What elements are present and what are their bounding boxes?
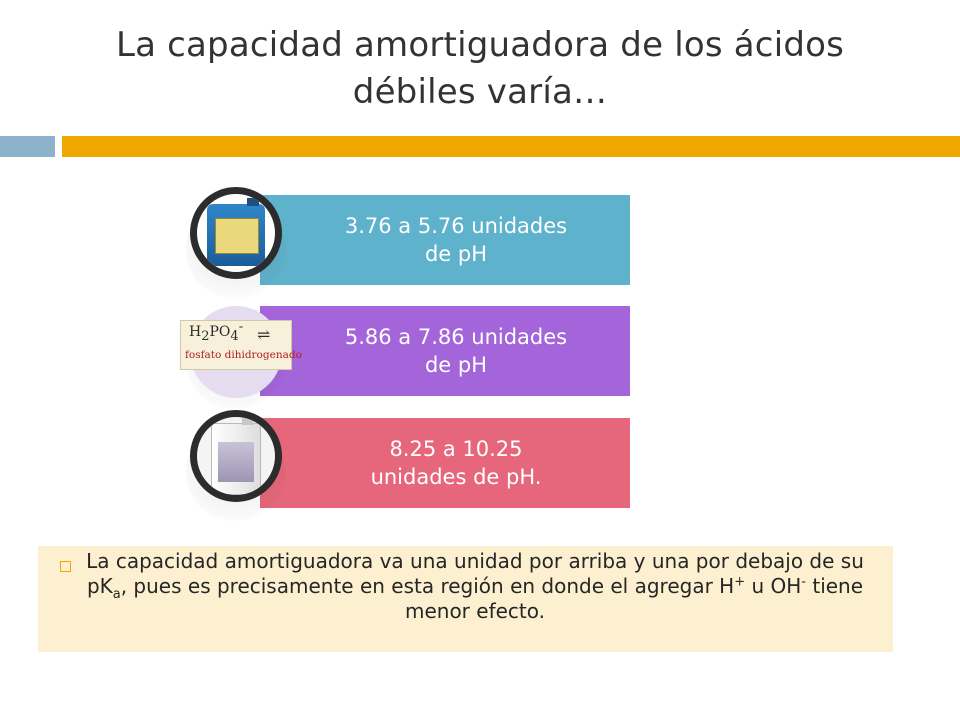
title-line-2: débiles varía… [352,72,608,112]
note-text: La capacidad amortiguadora va una unidad… [86,549,864,623]
square-bullet-icon [60,561,71,572]
range-band-3: 8.25 a 10.25 unidades de pH. [260,418,630,508]
formula-text: H2PO4- [189,319,244,344]
buffer-range-item-3: 8.25 a 10.25 unidades de pH. [180,410,630,522]
range-text-2-line-1: 5.86 a 7.86 unidades [344,325,568,349]
range-text-2-line-2: de pH [424,353,488,377]
range-text-1-line-1: 3.76 a 5.76 unidades [344,214,568,238]
buffer-range-item-1: 3.76 a 5.76 unidades de pH [180,187,630,299]
note-box: La capacidad amortiguadora va una unidad… [38,546,893,652]
header-accent-bar-gold [62,136,960,157]
range-band-1: 3.76 a 5.76 unidades de pH [260,195,630,285]
range-text-1-line-2: de pH [424,242,488,266]
header-accent-bar-blue [0,136,55,157]
acetic-acid-jerrycan-icon [190,187,282,279]
range-band-2: 5.86 a 7.86 unidades de pH [260,306,630,396]
dihydrogen-phosphate-formula-icon: H2PO4- ⇌ fosfato dihidrogenado [180,319,302,370]
slide-title: La capacidad amortiguadora de los ácidos… [80,22,880,116]
title-line-1: La capacidad amortiguadora de los ácidos [115,25,845,65]
equilibrium-arrows-icon: ⇌ [257,325,271,344]
buffer-range-item-2: 5.86 a 7.86 unidades de pH H2PO4- ⇌ fosf… [180,306,630,410]
range-text-3-line-1: 8.25 a 10.25 [389,437,523,461]
range-text-3-line-2: unidades de pH. [370,465,542,489]
formula-name: fosfato dihidrogenado [185,349,302,361]
ammonia-bottle-icon [190,410,282,502]
